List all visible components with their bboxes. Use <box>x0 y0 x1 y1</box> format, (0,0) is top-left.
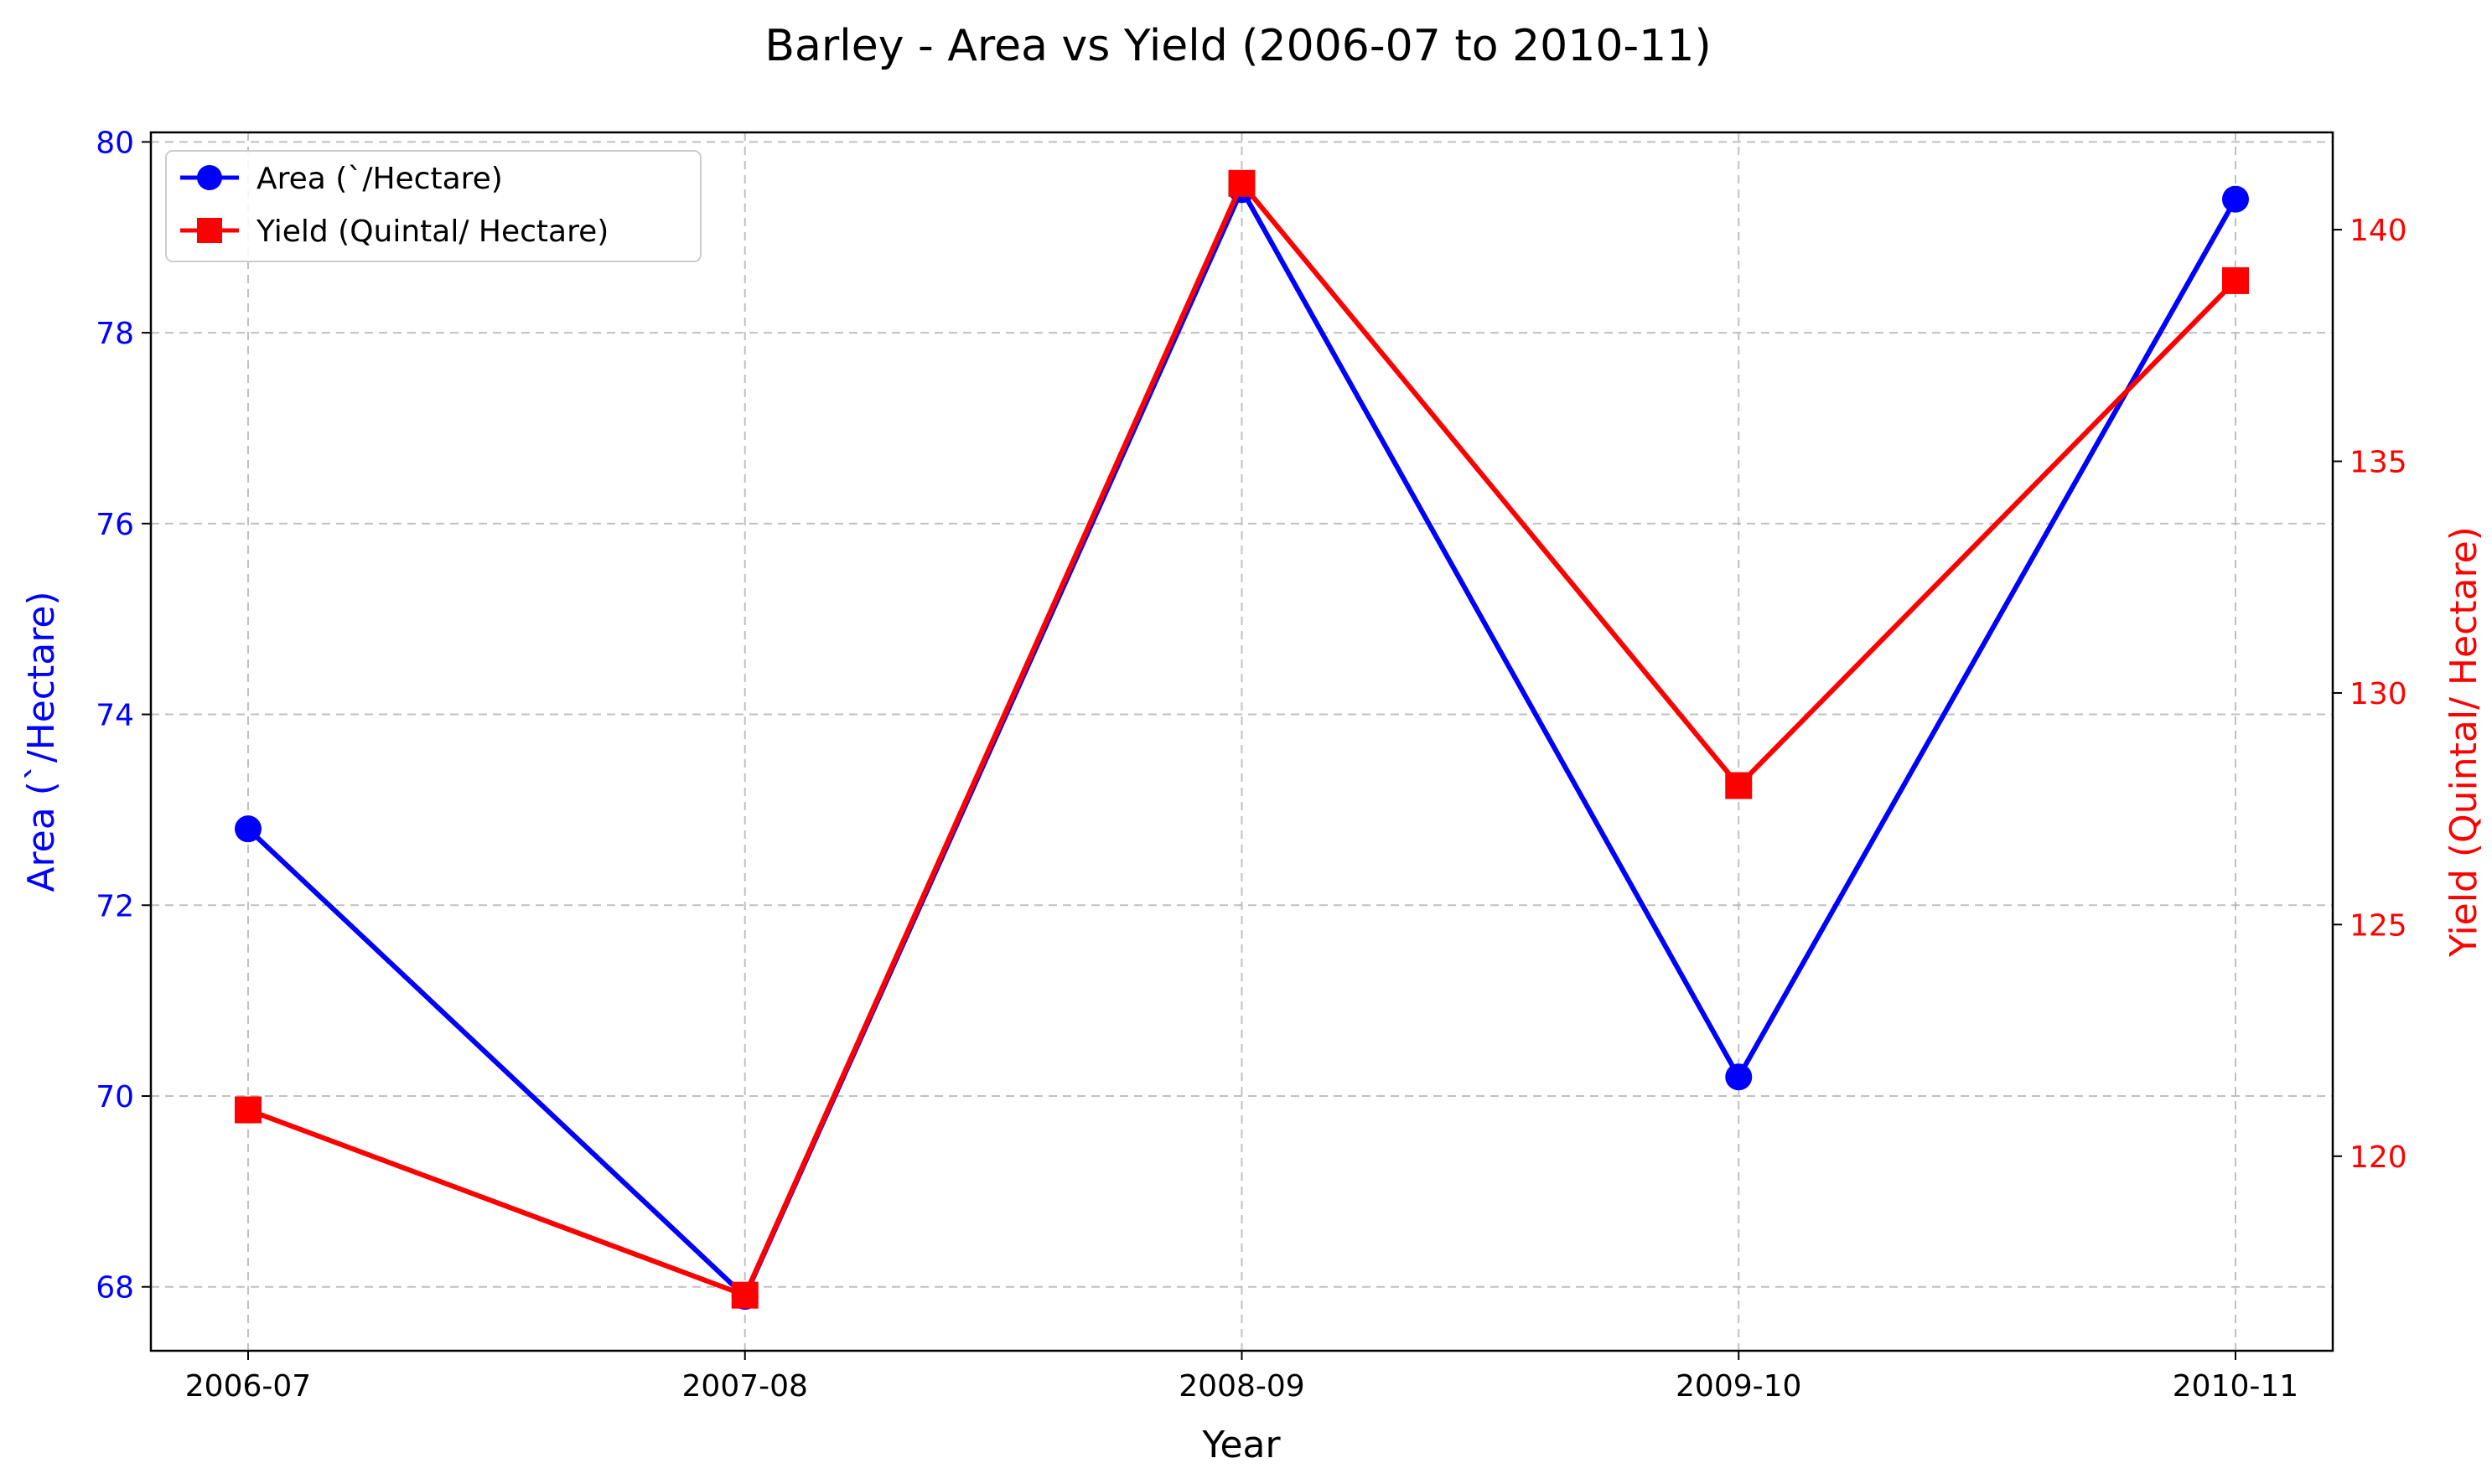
x-axis-title: Year <box>1201 1424 1281 1466</box>
x-axis-tick-label: 2009-10 <box>1676 1369 1801 1404</box>
right-axis: 120 125 130 135 140 <box>2333 214 2407 1175</box>
series-layer <box>235 169 2249 1311</box>
grid <box>151 132 2333 1351</box>
left-axis-tick-label: 70 <box>96 1080 134 1114</box>
data-point-area <box>2222 185 2249 213</box>
right-axis-tick-label: 130 <box>2350 677 2407 711</box>
right-axis-tick-label: 135 <box>2350 446 2407 480</box>
data-point-area <box>1725 1063 1753 1091</box>
x-axis-tick-label: 2006-07 <box>185 1369 311 1404</box>
data-point-yield <box>235 1096 262 1124</box>
left-axis-tick-label: 74 <box>96 699 134 733</box>
x-axis-tick-label: 2010-11 <box>2173 1369 2298 1404</box>
left-axis-tick-label: 76 <box>96 508 134 542</box>
legend-yield-marker <box>197 218 222 243</box>
left-axis-tick-label: 68 <box>96 1271 134 1306</box>
x-axis-tick-label: 2007-08 <box>682 1369 808 1404</box>
legend-box <box>165 150 702 262</box>
x-axis: 2006-07 2007-08 2008-09 2009-10 2010-11 <box>185 1351 2298 1404</box>
x-axis-tick-label: 2008-09 <box>1179 1369 1304 1404</box>
right-axis-tick-label: 120 <box>2350 1140 2407 1175</box>
chart-title: Barley - Area vs Yield (2006-07 to 2010-… <box>764 21 1711 71</box>
right-axis-tick-label: 140 <box>2350 214 2407 248</box>
legend: Area (`/Hectare) Yield (Quintal/ Hectare… <box>165 150 702 262</box>
legend-area-label: Area (`/Hectare) <box>256 162 503 196</box>
right-axis-tick-label: 125 <box>2350 908 2407 943</box>
data-point-yield <box>1228 169 1256 197</box>
data-point-yield <box>2222 266 2249 294</box>
legend-area-marker <box>197 165 222 190</box>
left-axis-tick-label: 80 <box>96 126 134 160</box>
left-axis: 68 70 72 74 76 78 80 <box>96 126 151 1306</box>
left-axis-tick-label: 78 <box>96 317 134 351</box>
legend-yield-label: Yield (Quintal/ Hectare) <box>256 215 609 249</box>
left-axis-title: Area (`/Hectare) <box>20 591 63 892</box>
left-axis-tick-label: 72 <box>96 889 134 923</box>
right-axis-title: Yield (Quintal/ Hectare) <box>2443 526 2485 958</box>
data-point-area <box>235 815 262 843</box>
data-point-yield <box>731 1281 759 1309</box>
data-point-yield <box>1725 772 1753 799</box>
